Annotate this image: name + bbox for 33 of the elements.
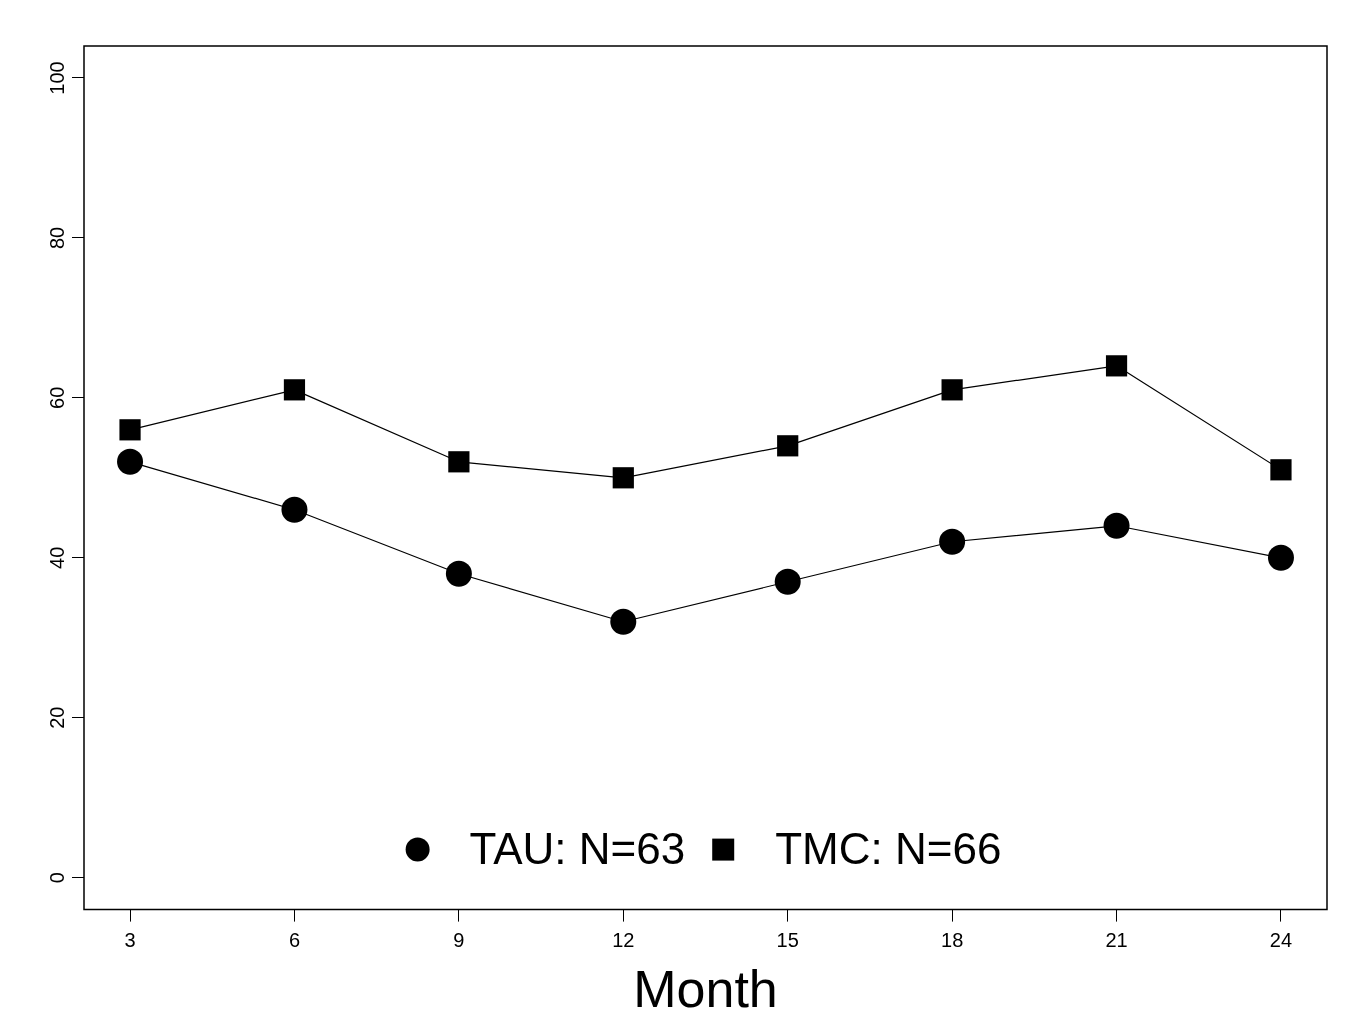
x-tick-label: 21 xyxy=(1105,929,1128,952)
y-tick-label: 20 xyxy=(45,706,68,729)
point xyxy=(1270,459,1292,481)
x-tick-label: 18 xyxy=(941,929,964,952)
y-tick-label: 100 xyxy=(45,61,68,95)
x-tick-label: 9 xyxy=(453,929,465,952)
point xyxy=(117,448,144,475)
x-tick-label: 24 xyxy=(1269,929,1293,952)
x-tick-label: 15 xyxy=(776,929,799,952)
x-axis-title: Month xyxy=(633,960,778,1019)
point xyxy=(610,608,637,635)
point xyxy=(939,528,966,555)
point xyxy=(283,379,306,401)
point xyxy=(777,435,799,457)
point xyxy=(281,496,308,523)
y-tick-label: 80 xyxy=(45,226,68,250)
y-tick-label: 40 xyxy=(45,546,68,569)
point xyxy=(1103,512,1130,539)
x-tick-label: 6 xyxy=(288,929,301,952)
point xyxy=(941,379,963,401)
point xyxy=(774,568,801,595)
point xyxy=(1105,355,1128,377)
legend-label: TMC: N=66 xyxy=(775,823,1002,873)
point xyxy=(1267,544,1294,571)
point xyxy=(448,451,470,473)
y-tick-label: 0 xyxy=(45,872,68,884)
x-tick-label: 3 xyxy=(124,929,136,952)
x-tick-label: 12 xyxy=(612,929,635,952)
y-tick-label: 60 xyxy=(45,386,68,409)
point xyxy=(612,467,634,489)
point xyxy=(445,560,472,587)
point xyxy=(119,419,141,441)
legend-label: TAU: N=63 xyxy=(469,823,686,873)
